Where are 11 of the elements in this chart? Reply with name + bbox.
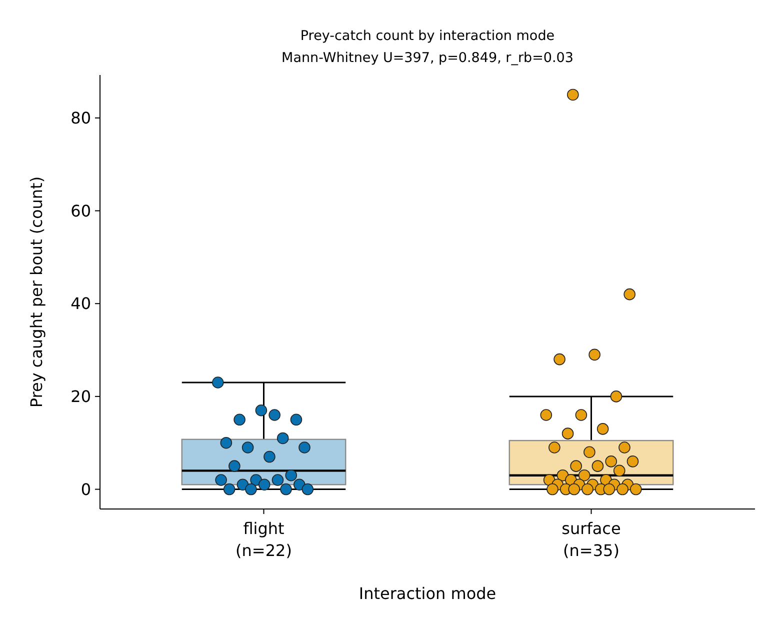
y-tick-label: 80 xyxy=(70,108,91,128)
y-tick-label: 20 xyxy=(70,387,91,406)
chart-subtitle: Mann-Whitney U=397, p=0.849, r_rb=0.03 xyxy=(282,50,574,66)
x-axis-title: Interaction mode xyxy=(358,584,496,603)
y-axis-title: Prey caught per bout (count) xyxy=(27,176,46,408)
y-tick-label: 60 xyxy=(70,201,91,220)
chart-title: Prey-catch count by interaction mode xyxy=(300,28,555,44)
y-tick-label: 0 xyxy=(80,480,91,499)
x-tick-label: surface (n=35) xyxy=(562,519,621,560)
x-tick-label: flight (n=22) xyxy=(236,519,292,560)
y-tick-label: 40 xyxy=(70,294,91,314)
